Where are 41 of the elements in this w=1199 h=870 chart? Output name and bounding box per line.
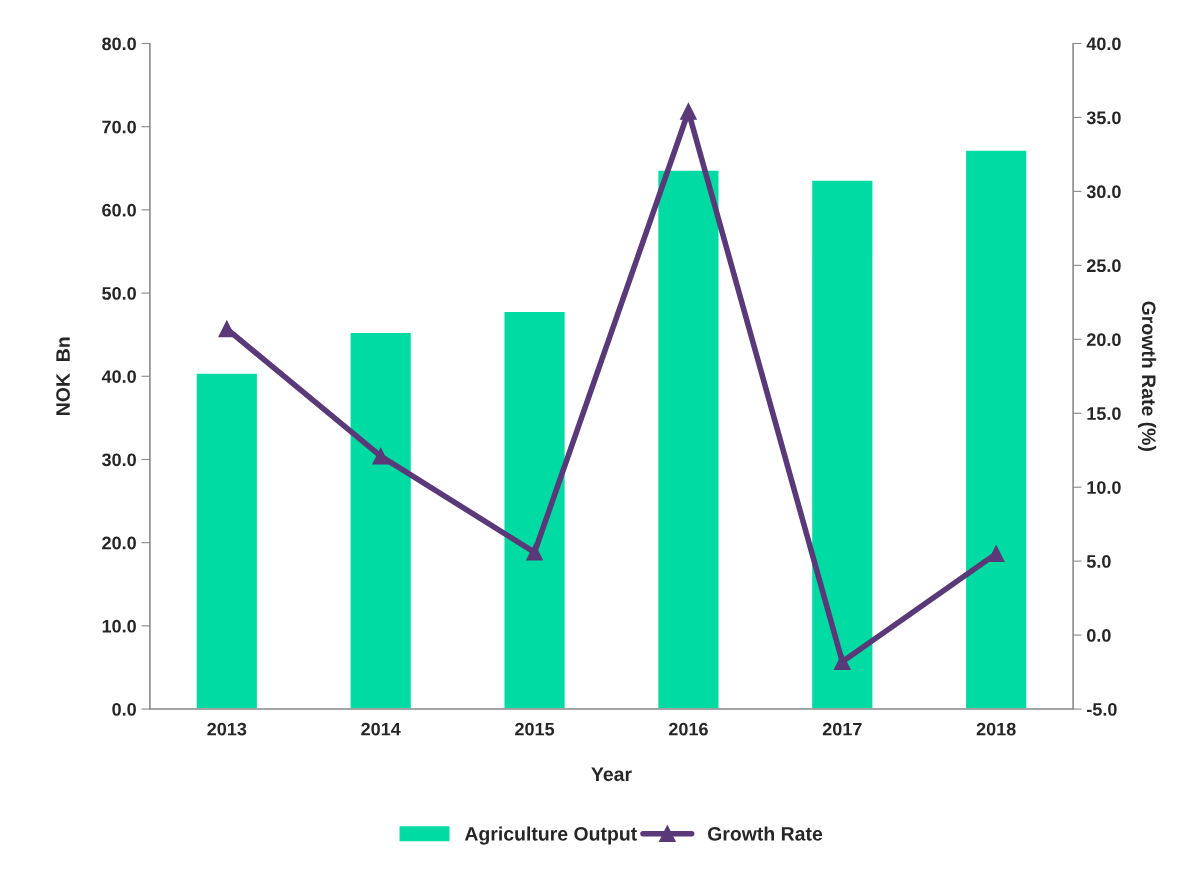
bar (349, 331, 413, 710)
x-axis-title: Year (591, 767, 632, 782)
point (987, 545, 1005, 563)
y2-tick-label: 20.0 (1086, 333, 1121, 347)
y-tick-label: 30.0 (101, 453, 136, 467)
x-tick-label: 2017 (822, 722, 862, 736)
y2-tick-label: 10.0 (1087, 481, 1121, 494)
bar (810, 179, 874, 710)
bar (656, 169, 720, 710)
y-tick-label: 70.0 (102, 120, 136, 134)
bar (503, 310, 567, 710)
y-axis-title: NOK Bn (56, 337, 70, 415)
point (372, 447, 390, 465)
x-tick-label: 2013 (207, 722, 247, 736)
point (833, 653, 851, 671)
y-tick-label: 60.0 (102, 203, 136, 217)
x-tick-label: 2014 (361, 722, 401, 736)
y2-tick-label: 15.0 (1087, 407, 1121, 420)
y2-tick-label: 25.0 (1086, 259, 1121, 273)
y-tick-label: 10.0 (102, 619, 136, 633)
y-tick-label: 80.0 (102, 37, 136, 51)
bar (195, 372, 259, 710)
y2-tick-label: 40.0 (1086, 37, 1121, 51)
y2-tick-label: 5.0 (1086, 555, 1111, 568)
legend-label: Growth Rate (707, 826, 823, 841)
y2-axis-title: Growth Rate (%) (1138, 301, 1157, 451)
y-tick-label: 0.0 (112, 702, 136, 716)
y2-tick-label: 0.0 (1087, 629, 1111, 642)
x-tick-label: 2016 (668, 722, 708, 736)
y-tick-label: 50.0 (102, 287, 136, 300)
y2-tick-label: 30.0 (1086, 185, 1121, 199)
x-tick-label: 2018 (976, 722, 1016, 736)
point (526, 543, 543, 561)
legend-label: Agriculture Output (464, 826, 637, 845)
y-tick-label: 20.0 (102, 536, 136, 550)
y2-tick-label: 35.0 (1086, 111, 1121, 125)
bar (964, 149, 1028, 710)
x-tick-label: 2015 (515, 722, 555, 736)
y-tick-label: 40.0 (101, 370, 136, 383)
y2-tick-label: -5.0 (1087, 702, 1117, 716)
point (680, 103, 697, 120)
